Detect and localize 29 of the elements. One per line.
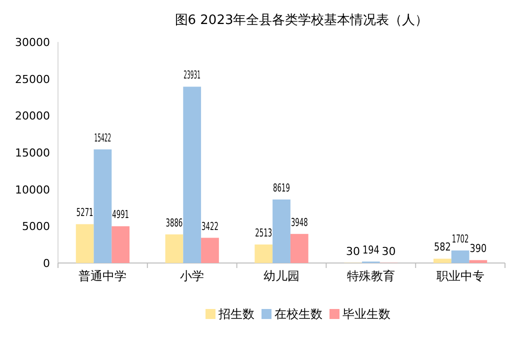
x-tick-label: 小学 xyxy=(180,269,204,283)
legend-label: 毕业生数 xyxy=(342,307,390,321)
data-label: 23931 xyxy=(184,68,219,82)
data-label: 3948 xyxy=(290,216,319,229)
y-tick-label: 20000 xyxy=(15,110,50,123)
data-label: 30 xyxy=(382,244,396,258)
data-label: 15422 xyxy=(94,131,130,144)
y-tick-label: 15000 xyxy=(15,146,50,160)
data-label: 4991 xyxy=(112,208,140,222)
legend-label: 招生数 xyxy=(218,307,254,321)
data-label: 194 xyxy=(362,244,384,257)
data-label: 3422 xyxy=(202,220,230,233)
y-tick-label: 0 xyxy=(43,257,50,270)
data-label: 5271 xyxy=(76,206,104,220)
data-label: 390 xyxy=(470,242,491,256)
chart-title: 图6 2023年全县各类学校基本情况表（人） xyxy=(174,13,428,28)
y-tick-label: 25000 xyxy=(15,72,50,86)
x-tick-label: 特殊教育 xyxy=(346,269,395,283)
legend-label: 在校生数 xyxy=(274,307,322,321)
data-label: 3886 xyxy=(166,216,194,230)
data-label: 2513 xyxy=(255,226,284,240)
data-label: 30 xyxy=(346,244,360,258)
data-label: 8619 xyxy=(273,182,302,195)
x-tick-label: 职业中专 xyxy=(436,269,484,283)
y-tick-label: 5000 xyxy=(22,220,50,234)
y-tick-label: 30000 xyxy=(15,36,50,49)
x-tick-label: 普通中学 xyxy=(78,269,127,283)
y-tick-label: 10000 xyxy=(15,183,50,196)
x-tick-label: 幼儿园 xyxy=(264,269,300,283)
